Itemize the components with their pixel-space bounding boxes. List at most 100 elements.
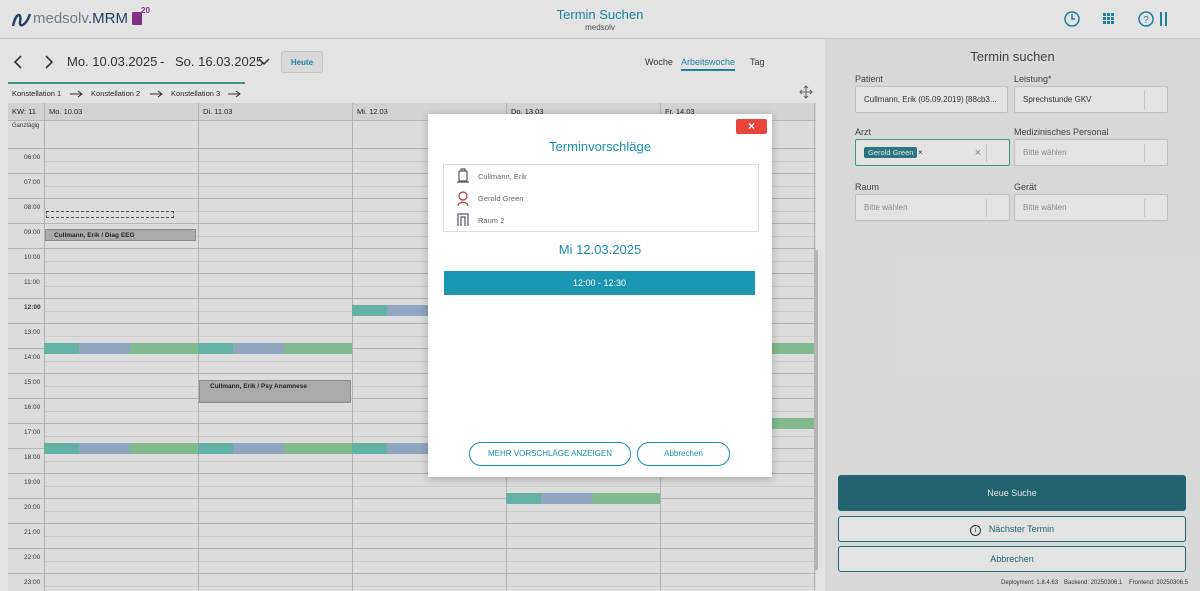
availability-stripe [541,493,593,504]
hour-label: 07:00 [24,179,41,186]
day-divider [352,103,353,591]
availability-stripe [44,343,80,354]
new-search-button[interactable]: Neue Suche [838,475,1186,511]
field-label: Arzt [855,127,872,137]
hour-line [8,273,816,274]
resource-name: Raum 2 [478,216,505,225]
event[interactable]: Cullmann, Erik / Psy Anamnese [199,380,351,403]
availability-stripe [506,493,542,504]
hour-line [8,248,816,249]
chip-remove[interactable]: × [918,148,923,157]
hour-label: 09:00 [24,229,41,236]
constellation-tab[interactable]: Konstellation 3 [171,89,221,98]
chip[interactable]: Gerold Green [864,147,918,158]
suggestion-date: Mi 12.03.2025 [558,242,642,257]
day-header: Mi. 12.03 [357,107,388,116]
svg-text:?: ? [1143,15,1149,26]
field-label: Medizinisches Personal [1014,127,1109,137]
field-label: Raum [855,182,880,192]
date-to[interactable]: So. 16.03.2025 [175,54,264,69]
availability-stripe [130,443,198,454]
patient-select[interactable]: Cullmann, Erik (05.09.2019) [88cb3... [855,86,1008,113]
constellation-tab[interactable]: Konstellation 2 [91,89,141,98]
badge-icon [132,12,142,25]
all-day-label: Ganztägig [12,123,40,129]
panel-title: Termin suchen [970,49,1055,64]
availability-stripe [352,443,388,454]
availability-stripe [44,443,80,454]
doctor-select[interactable]: Gerold Green × × [855,139,1010,166]
half-hour-line [44,585,816,587]
availability-stripe [746,418,814,429]
room-select[interactable]: Bitte wählen [855,194,1010,221]
day-header: Mo. 10.03 [49,107,83,116]
header [0,0,1200,39]
availability-stripe [233,443,285,454]
half-hour-line [44,560,816,562]
header-icons[interactable]: ? [1062,9,1172,29]
date-dropdown[interactable] [258,57,270,67]
half-hour-line [44,510,816,512]
hour-line [8,198,816,199]
next-appointment-button[interactable]: i Nächster Termin [838,516,1186,542]
date-separator: - [160,54,165,69]
clear-icon[interactable]: × [974,147,981,159]
day-header: Di. 11.03 [203,107,233,116]
select-chevron [986,144,1009,162]
resource-name: Gerold Green [478,194,524,203]
hour-label: 17:00 [24,429,41,436]
service-select[interactable]: Sprechstunde GKV [1014,86,1168,113]
view-tab-active[interactable]: Arbeitswoche [681,57,736,71]
modal-close[interactable]: × [736,119,767,134]
logo-main: medsolv [33,10,89,27]
staff-select[interactable]: Bitte wählen [1014,139,1168,166]
view-tab[interactable]: Woche [645,57,673,67]
view-tab[interactable]: Tag [750,57,765,67]
select-chevron [1144,91,1167,109]
hour-label: 11:00 [24,279,40,286]
date-from[interactable]: Mo. 10.03.2025 [67,54,158,69]
more-suggestions-button[interactable]: MEHR VORSCHLÄGE ANZEIGEN [469,442,631,466]
hour-label: 12:00 [24,304,41,311]
event[interactable]: Cullmann, Erik / Diag EEG [45,229,196,241]
day-header: Fr. 14.03 [665,107,695,116]
hour-line [8,548,816,549]
hour-label: 06:00 [24,154,41,161]
expand-icon[interactable] [799,85,813,99]
constellation-tab[interactable]: Konstellation 1 [12,89,62,98]
today-button[interactable]: Heute [281,51,323,73]
selected-slot-marker [46,211,174,218]
cancel-button[interactable]: Abbrechen [838,546,1186,572]
nav-arrows[interactable] [12,55,57,69]
resource-icons [457,168,469,226]
availability-stripe [79,343,131,354]
badge: 20 [141,6,150,15]
hour-label: 10:00 [24,254,41,261]
half-hour-line [44,485,816,487]
info-icon: i [969,525,981,536]
availability-stripe [352,305,388,316]
modal-cancel-button[interactable]: Abbrechen [637,442,730,466]
device-select[interactable]: Bitte wählen [1014,194,1168,221]
constellation-underline [8,82,245,84]
availability-stripe [387,443,439,454]
hour-line [8,173,816,174]
hour-line [8,373,816,374]
select-chevron [986,199,1009,217]
modal-title: Terminvorschläge [549,139,651,154]
hour-line [8,498,816,499]
hour-label: 08:00 [24,204,41,211]
availability-stripe [198,343,234,354]
hour-line [8,223,816,224]
hour-line [8,148,816,149]
suggestion-slot[interactable]: 12:00 - 12:30 [444,271,755,295]
availability-stripe [233,343,285,354]
hour-line [8,573,816,574]
hour-label: 16:00 [24,404,41,411]
availability-stripe [387,305,439,316]
select-chevron [1144,144,1167,162]
availability-stripe [284,443,352,454]
field-label: Leistung* [1014,74,1052,84]
